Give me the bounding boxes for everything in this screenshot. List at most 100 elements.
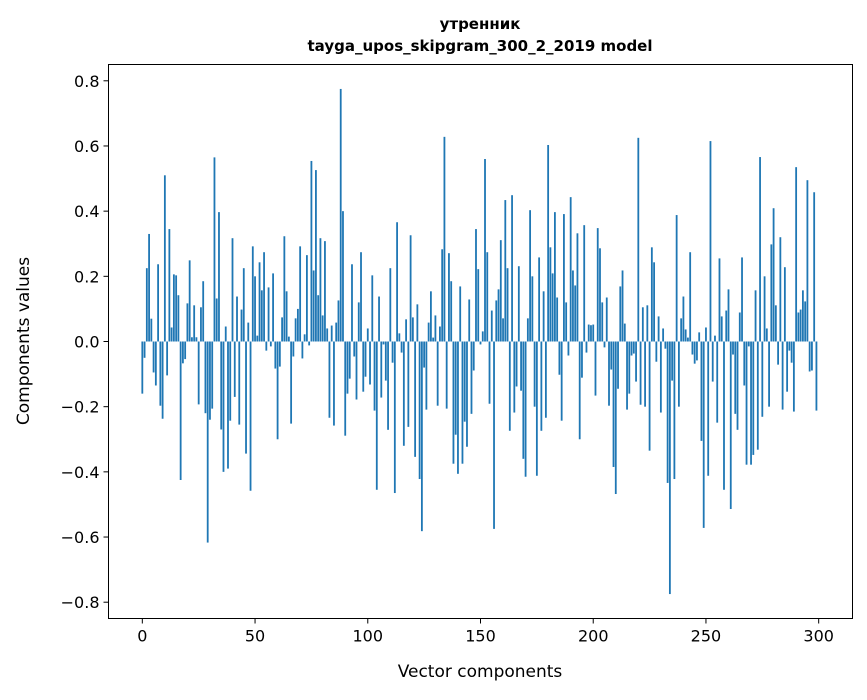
bar xyxy=(599,248,601,342)
bar xyxy=(357,302,360,342)
bar xyxy=(186,303,189,342)
bar xyxy=(513,341,516,413)
y-tick-label: 0.4 xyxy=(74,202,99,221)
bar xyxy=(756,341,759,450)
bar xyxy=(677,341,680,407)
bar xyxy=(425,341,428,410)
bar xyxy=(662,328,665,342)
bar xyxy=(646,305,649,342)
bar xyxy=(445,341,448,409)
bar xyxy=(308,341,311,346)
x-axis-label: Vector components xyxy=(398,662,563,682)
bar xyxy=(540,341,543,431)
bar xyxy=(346,341,349,394)
bar xyxy=(209,341,211,420)
bar xyxy=(799,309,802,342)
bar xyxy=(339,88,342,342)
bar xyxy=(154,341,157,386)
bar xyxy=(553,212,556,342)
bar xyxy=(283,236,286,342)
bar xyxy=(287,336,290,342)
bar xyxy=(804,301,807,342)
bar xyxy=(657,316,660,342)
bar xyxy=(443,136,446,342)
bar xyxy=(727,289,730,342)
bar xyxy=(601,302,604,342)
bar xyxy=(569,197,572,342)
bar xyxy=(576,233,579,342)
bar xyxy=(459,286,462,342)
x-tick-label: 200 xyxy=(578,627,609,646)
bar xyxy=(276,341,279,440)
bar xyxy=(274,341,277,369)
bar xyxy=(499,240,502,342)
bar xyxy=(517,266,520,342)
bar xyxy=(258,262,261,342)
bar xyxy=(432,337,435,342)
bar xyxy=(429,291,432,342)
bar xyxy=(763,276,766,342)
bar xyxy=(520,341,522,391)
bar xyxy=(333,341,335,426)
bar xyxy=(181,341,184,364)
bar xyxy=(754,290,757,342)
bar xyxy=(159,341,162,406)
bar xyxy=(761,341,764,417)
bar xyxy=(454,341,457,435)
bar xyxy=(486,252,489,342)
bar xyxy=(655,341,658,362)
bar xyxy=(774,305,777,342)
bar xyxy=(511,195,513,342)
x-tick-label: 0 xyxy=(137,627,147,646)
bar xyxy=(808,341,811,372)
bar xyxy=(533,341,536,407)
bar xyxy=(163,175,166,342)
bar xyxy=(556,297,559,342)
bar xyxy=(378,296,380,342)
y-tick-label: 0.0 xyxy=(74,333,99,352)
bar xyxy=(204,341,207,414)
bar xyxy=(544,341,547,418)
bar xyxy=(752,341,755,455)
bar xyxy=(335,322,338,342)
bar xyxy=(490,310,493,342)
bar xyxy=(720,316,723,342)
bar xyxy=(457,341,459,474)
bar xyxy=(448,253,450,342)
x-tick-label: 300 xyxy=(803,627,834,646)
bar xyxy=(596,228,599,342)
bar xyxy=(684,329,687,342)
bar xyxy=(475,229,477,342)
bar xyxy=(407,341,410,427)
bar xyxy=(389,268,392,342)
bar xyxy=(272,273,274,342)
bar xyxy=(709,141,712,342)
bar xyxy=(328,341,331,418)
bar xyxy=(364,341,367,377)
bar xyxy=(811,341,813,371)
bar xyxy=(384,341,387,381)
bar xyxy=(747,341,750,347)
bar xyxy=(360,252,362,342)
bar xyxy=(299,246,302,342)
bar xyxy=(312,270,315,342)
y-tick-label: 0.2 xyxy=(74,267,99,286)
bar xyxy=(396,222,398,342)
x-tick-label: 100 xyxy=(352,627,383,646)
bar xyxy=(783,267,786,342)
bar xyxy=(324,241,326,342)
bar xyxy=(420,341,423,532)
bar xyxy=(348,341,351,379)
y-tick-label: 0.6 xyxy=(74,137,99,156)
bar xyxy=(716,341,719,423)
bar xyxy=(398,333,401,342)
bar xyxy=(581,341,583,378)
bar xyxy=(211,341,214,409)
bar xyxy=(195,337,198,342)
x-tick-label: 50 xyxy=(245,627,265,646)
bar xyxy=(639,341,642,405)
bar xyxy=(635,341,637,382)
bar xyxy=(515,341,518,387)
bar xyxy=(738,312,741,342)
bar xyxy=(497,289,500,342)
